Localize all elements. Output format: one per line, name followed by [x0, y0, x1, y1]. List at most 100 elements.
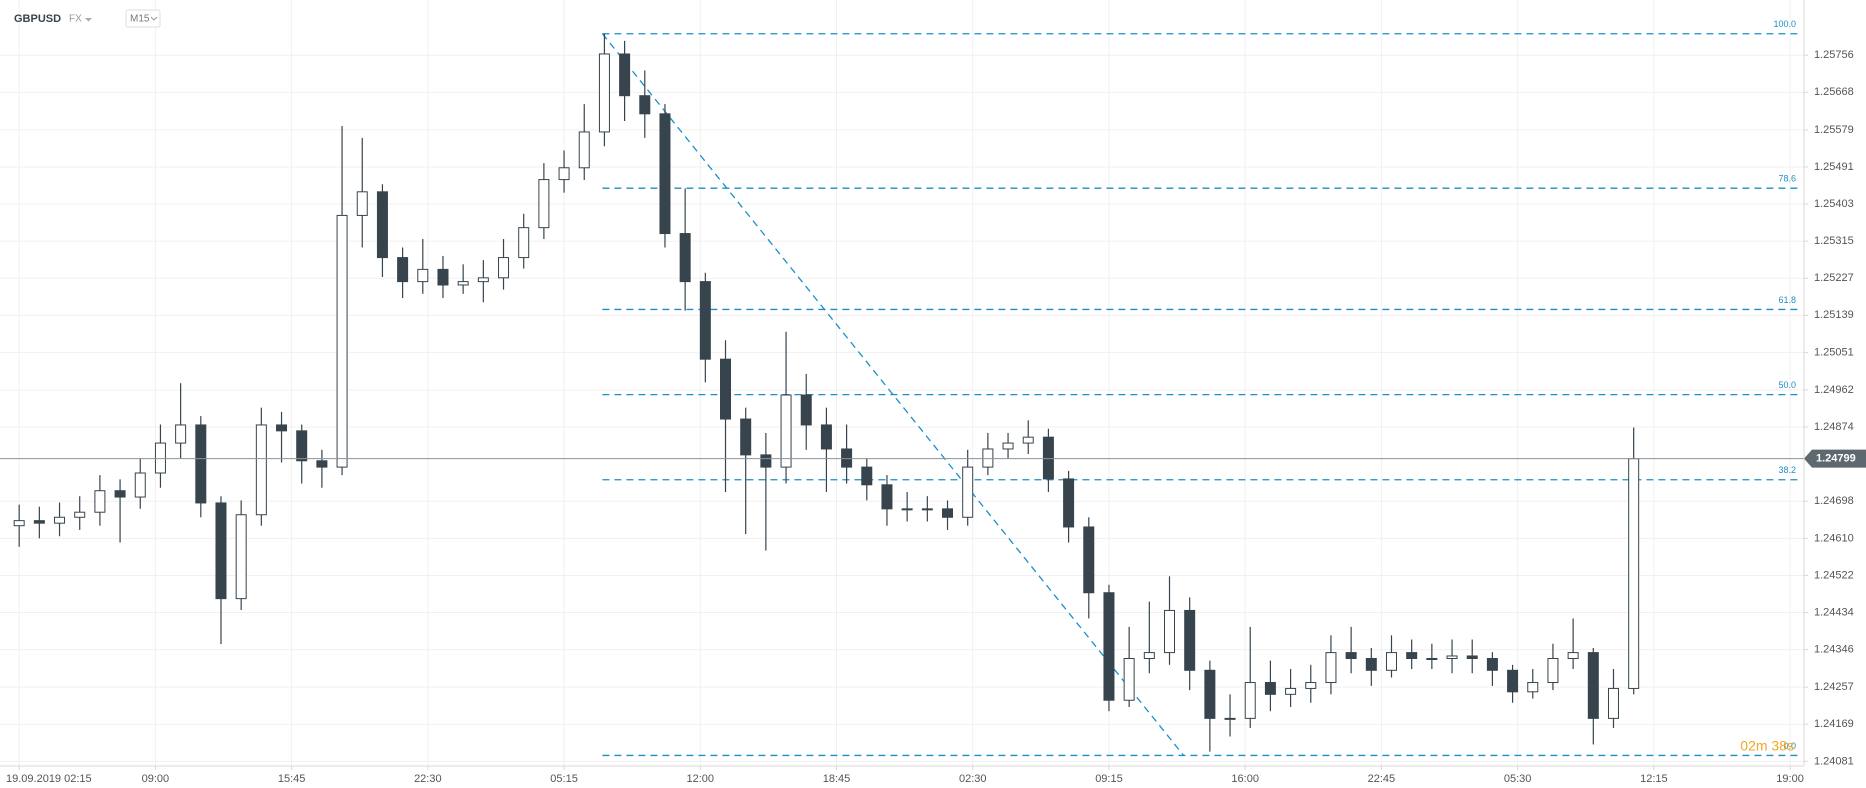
y-tick-label: 1.24169 — [1814, 718, 1854, 730]
x-tick-label: 02:30 — [959, 773, 987, 785]
y-tick-label: 1.24874 — [1814, 421, 1854, 433]
candle-body — [820, 424, 832, 450]
candle-body — [1204, 669, 1216, 719]
market[interactable]: FX — [69, 14, 82, 25]
y-tick-label: 1.24522 — [1814, 569, 1854, 581]
y-tick-label: 1.25051 — [1814, 346, 1854, 358]
y-tick-label: 1.25227 — [1814, 272, 1854, 284]
candle-body — [1628, 458, 1640, 689]
candle-body — [659, 113, 671, 235]
x-tick-label: 05:30 — [1504, 773, 1532, 785]
candle-body — [1305, 682, 1317, 689]
candle-body — [94, 490, 106, 513]
candle-body — [175, 424, 187, 444]
candle-body — [417, 268, 429, 283]
y-tick-label: 1.24081 — [1814, 755, 1854, 767]
candle-body — [1446, 655, 1458, 659]
candle-body — [1063, 478, 1075, 528]
timeframe[interactable]: M15 — [130, 14, 150, 25]
y-tick-label: 1.24610 — [1814, 532, 1854, 544]
candle-body — [1507, 669, 1519, 693]
y-tick-label: 1.24962 — [1814, 384, 1854, 396]
candle-body — [1042, 436, 1054, 480]
x-tick-label: 19:00 — [1776, 773, 1804, 785]
candle-body — [1587, 652, 1599, 719]
candle-body — [437, 268, 449, 286]
symbol[interactable]: GBPUSD — [14, 13, 61, 25]
candle-body — [255, 424, 267, 516]
candle-body — [1527, 682, 1539, 693]
countdown: 02m 38s — [1740, 738, 1794, 754]
candle-body — [841, 448, 853, 468]
candle-body — [376, 191, 388, 259]
candle-body — [800, 394, 812, 426]
y-tick-label: 1.24257 — [1814, 681, 1854, 693]
market-dropdown[interactable] — [85, 18, 92, 22]
fib-label: 50.0 — [1778, 380, 1796, 390]
candle-body — [1143, 652, 1155, 659]
candle-body — [679, 233, 691, 283]
candle-body — [518, 227, 530, 259]
x-tick-label: 18:45 — [823, 773, 851, 785]
x-tick-label: 22:45 — [1368, 773, 1396, 785]
candle-body — [134, 472, 146, 498]
candle-body — [558, 167, 570, 181]
candle-body — [1022, 436, 1034, 444]
x-tick-label: 09:15 — [1095, 773, 1123, 785]
candle-body — [457, 281, 469, 286]
candle-body — [942, 508, 954, 518]
candle-body — [861, 466, 873, 486]
x-tick-label: 05:15 — [550, 773, 578, 785]
candle-body — [235, 514, 247, 600]
y-tick-label: 1.25315 — [1814, 235, 1854, 247]
y-tick-label: 1.25403 — [1814, 198, 1854, 210]
fib-label: 61.8 — [1778, 295, 1796, 305]
candle-body — [54, 516, 66, 524]
y-tick-label: 1.25756 — [1814, 49, 1854, 61]
y-tick-label: 1.24698 — [1814, 495, 1854, 507]
candle-body — [1466, 655, 1478, 659]
candle-body — [1406, 652, 1418, 659]
last-price-tag — [1804, 449, 1866, 468]
y-tick-label: 1.24346 — [1814, 644, 1854, 656]
candle-body — [397, 257, 409, 283]
fibonacci: 100.0 78.6 61.8 50.0 38.2 0.0 — [601, 19, 1800, 757]
y-tick-label: 1.25579 — [1814, 124, 1854, 136]
y-tick-label: 1.24434 — [1814, 606, 1854, 618]
x-tick-label: 15:45 — [278, 773, 306, 785]
candle-body — [740, 418, 752, 456]
candle-body — [1607, 687, 1619, 719]
candle-body — [538, 179, 550, 229]
candle-body — [639, 95, 651, 115]
last-price-label: 1.24799 — [1816, 453, 1856, 465]
candle-body — [881, 484, 893, 510]
timeframe-chevron[interactable] — [150, 16, 158, 21]
x-tick-label: 16:00 — [1231, 773, 1259, 785]
candle-body — [1264, 682, 1276, 695]
candle-body — [74, 511, 86, 518]
candle-body — [1345, 652, 1357, 659]
candle-body — [336, 214, 348, 468]
fib-trend — [601, 33, 1185, 756]
candle-body — [578, 131, 590, 169]
candle-body — [619, 53, 631, 97]
fib-label: 78.6 — [1778, 174, 1796, 184]
candles — [13, 33, 1640, 752]
candle-body — [1385, 652, 1397, 671]
candle-body — [215, 502, 227, 600]
fib-label: 38.2 — [1778, 465, 1796, 475]
candle-body — [13, 520, 25, 527]
candle-body — [1325, 652, 1337, 684]
candle-body — [982, 448, 994, 468]
candle-body — [1547, 657, 1559, 684]
candle-body — [1486, 657, 1498, 671]
candle-body — [33, 520, 45, 524]
x-tick-label: 22:30 — [414, 773, 442, 785]
candle-body — [316, 460, 328, 468]
y-tick-label: 1.25139 — [1814, 309, 1854, 321]
candle-body — [598, 53, 610, 133]
timeframe-button[interactable] — [125, 9, 161, 28]
candle-body — [962, 466, 974, 518]
candle-body — [154, 442, 166, 474]
